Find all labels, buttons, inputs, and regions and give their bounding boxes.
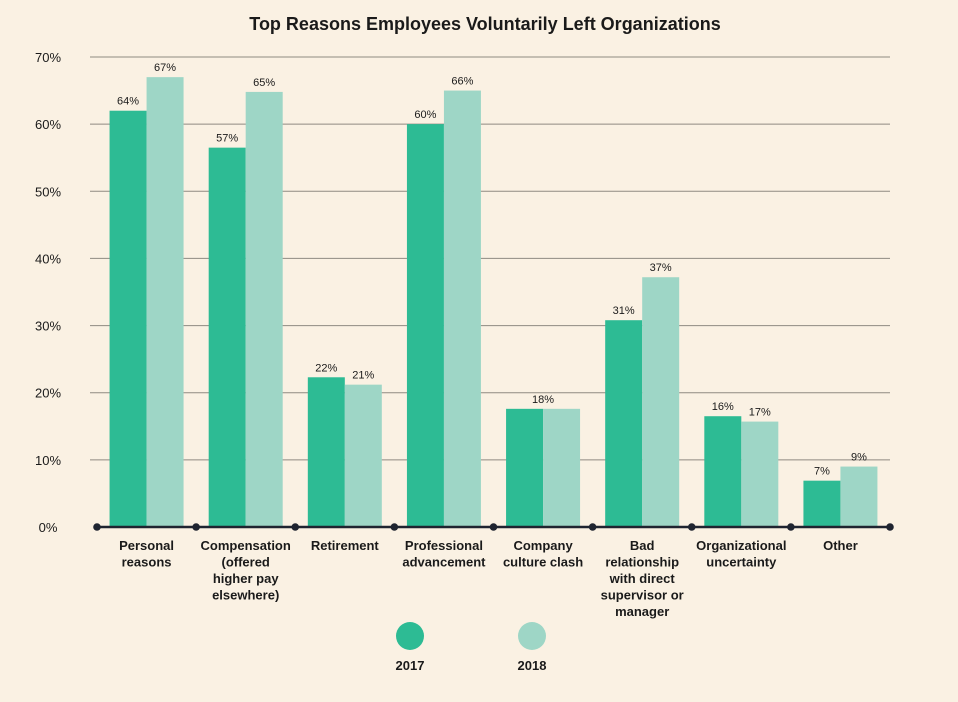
data-label: 21%	[352, 370, 374, 382]
legend-label: 2017	[396, 658, 425, 673]
bar-2017	[208, 147, 246, 527]
y-tick-label: 50%	[35, 184, 61, 199]
axis-dot	[93, 523, 101, 531]
data-label: 67%	[154, 62, 176, 74]
bar-2018	[344, 384, 382, 527]
axis-dot	[787, 523, 795, 531]
data-label: 16%	[712, 401, 734, 413]
data-label: 9%	[851, 452, 867, 464]
y-tick-label: 60%	[35, 117, 61, 132]
data-label: 17%	[749, 407, 771, 419]
data-label: 66%	[451, 76, 473, 88]
y-tick-label: 70%	[35, 50, 61, 65]
legend-swatch	[396, 622, 424, 650]
y-tick-label: 10%	[35, 453, 61, 468]
y-tick-label: 20%	[35, 386, 61, 401]
bars	[109, 77, 878, 528]
bar-2017	[704, 416, 742, 527]
legend-label: 2018	[518, 658, 547, 673]
x-category-label: Company culture clash	[503, 538, 583, 570]
data-label: 64%	[117, 96, 139, 108]
data-label: 7%	[814, 466, 830, 478]
axis-dot	[489, 523, 498, 531]
axis-dot	[291, 523, 300, 531]
axis-dot	[687, 523, 696, 531]
chart-title: Top Reasons Employees Voluntarily Left O…	[249, 14, 720, 34]
bar-2017	[307, 377, 345, 527]
data-label: 65%	[253, 77, 275, 89]
legend-swatch	[518, 622, 546, 650]
axis-dot	[886, 523, 894, 531]
data-label: 37%	[650, 262, 672, 274]
legend: 2017 2018	[396, 622, 547, 673]
x-category-label: Compensation (offered higher pay elsewhere)	[201, 538, 291, 603]
axis-dot	[588, 523, 597, 531]
bar-2018	[543, 408, 581, 527]
data-labels: 64% 67% 57% 65% 22% 21% 60% 66% 18% 31% 37% 16% 17% 7…	[117, 62, 867, 478]
y-tick-label: 30%	[35, 319, 61, 334]
bar-2018	[443, 90, 481, 528]
x-category-label: Professional advancement	[402, 538, 486, 570]
x-category-label: Retirement	[311, 538, 380, 553]
x-category-label: Bad relationship with direct supervisor or m…	[601, 538, 684, 619]
axis-dot	[192, 523, 200, 531]
y-tick-label: 40%	[35, 251, 61, 266]
bar-2018	[146, 77, 184, 528]
data-label: 57%	[216, 133, 238, 145]
bar-2018	[245, 91, 283, 528]
y-tick-label: 0%	[39, 520, 58, 535]
data-label: 22%	[315, 362, 337, 374]
category-labels: Personal reasons Compensation (offered highe…	[119, 538, 858, 619]
x-axis	[93, 523, 894, 531]
bar-2018	[642, 277, 680, 527]
bar-2017	[803, 480, 841, 527]
bar-2018	[741, 421, 779, 527]
x-category-label: Organizational uncertainty	[696, 538, 786, 570]
bar-2017	[109, 110, 147, 527]
data-label: 18%	[532, 394, 554, 406]
axis-dot	[390, 523, 399, 531]
x-category-label: Other	[823, 538, 858, 553]
bar-2018	[840, 466, 878, 527]
x-category-label: Personal reasons	[119, 538, 174, 570]
data-label: 31%	[613, 305, 635, 317]
data-label: 60%	[414, 109, 436, 121]
bar-2017	[605, 320, 643, 527]
bar-2017	[506, 408, 544, 527]
bar-2017	[406, 124, 444, 528]
